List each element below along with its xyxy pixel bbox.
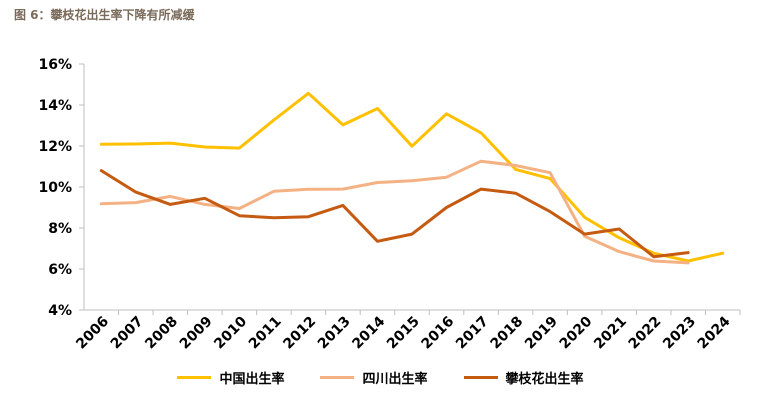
y-tick-label: 12% <box>38 139 72 155</box>
x-tick-label: 2019 <box>522 314 561 353</box>
x-tick-label: 2020 <box>557 313 596 352</box>
legend-swatch-sichuan <box>320 376 355 379</box>
series-line-1 <box>99 159 690 265</box>
x-tick-label: 2009 <box>177 314 216 353</box>
x-tick-label: 2006 <box>73 314 112 353</box>
x-tick-label: 2011 <box>246 314 285 353</box>
series-line-2 <box>99 169 690 259</box>
legend-item-panzhihua: 攀枝花出生率 <box>463 368 584 387</box>
y-tick-label: 10% <box>38 180 72 196</box>
x-tick-label: 2007 <box>108 314 147 353</box>
x-tick-label: 2008 <box>142 314 181 353</box>
legend-label-sichuan: 四川出生率 <box>362 372 428 387</box>
legend-label-panzhihua: 攀枝花出生率 <box>505 372 584 387</box>
x-tick-label: 2022 <box>626 314 665 353</box>
legend-label-china: 中国出生率 <box>219 372 285 387</box>
legend-swatch-china <box>177 376 212 379</box>
x-tick-label: 2012 <box>280 314 319 353</box>
y-tick-label: 8% <box>48 221 72 237</box>
legend-item-sichuan: 四川出生率 <box>320 368 428 387</box>
series-line-0 <box>99 91 725 263</box>
y-tick-label: 16% <box>38 57 72 73</box>
y-tick-label: 14% <box>38 98 72 114</box>
x-tick-label: 2015 <box>384 314 423 353</box>
x-tick-label: 2024 <box>695 313 734 352</box>
legend: 中国出生率 四川出生率 攀枝花出生率 <box>0 368 761 387</box>
x-tick-label: 2014 <box>349 313 388 352</box>
x-tick-label: 2023 <box>660 314 699 353</box>
x-tick-label: 2016 <box>418 314 457 353</box>
y-tick-label: 6% <box>48 262 72 278</box>
x-tick-label: 2018 <box>488 314 527 353</box>
x-tick-label: 2010 <box>211 313 250 352</box>
legend-swatch-panzhihua <box>463 376 498 379</box>
y-tick-label: 4% <box>48 303 72 319</box>
x-tick-label: 2017 <box>453 314 492 353</box>
legend-item-china: 中国出生率 <box>177 368 284 387</box>
x-tick-label: 2021 <box>591 314 630 353</box>
x-tick-label: 2013 <box>315 314 354 353</box>
figure-caption: 图 6：攀枝花出生率下降有所减缓 <box>14 8 195 22</box>
